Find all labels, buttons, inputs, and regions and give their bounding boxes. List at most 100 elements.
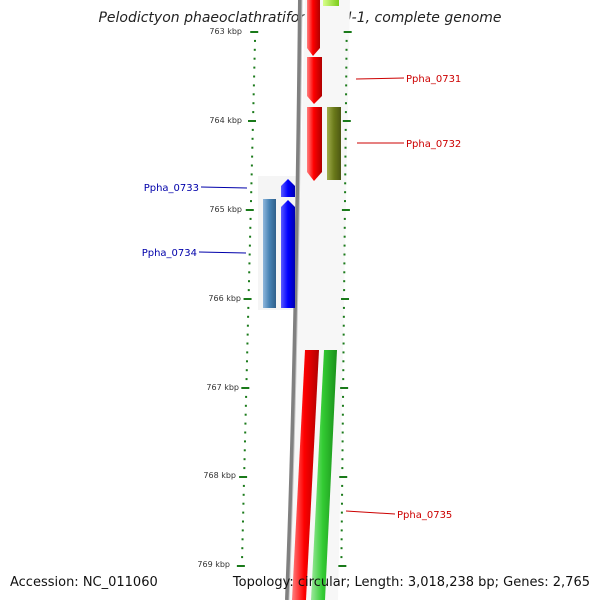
gene-feature-ppha-0734-blue[interactable]	[281, 200, 295, 308]
scale-tick	[342, 360, 345, 363]
scale-tick	[241, 538, 244, 541]
scale-tick	[342, 120, 351, 122]
scale-tick	[342, 369, 345, 372]
scale-tick	[243, 440, 246, 443]
scale-tick	[341, 413, 344, 416]
scale-tick	[344, 164, 347, 167]
scale-tick	[247, 306, 250, 309]
scale-tick	[244, 404, 247, 407]
gene-label-ppha-0731[interactable]: Ppha_0731	[406, 74, 461, 85]
scale-tick	[344, 137, 347, 140]
scale-tick	[340, 556, 343, 559]
scale-tick	[343, 217, 346, 220]
gene-label-ppha-0735[interactable]: Ppha_0735	[397, 510, 452, 521]
scale-tick	[251, 137, 254, 140]
scale-tick	[344, 173, 347, 176]
gene-label-ppha-0732[interactable]: Ppha_0732	[406, 139, 461, 150]
scale-labels: 763 kbp 764 kbp 765 kbp 766 kbp 767 kbp …	[197, 27, 242, 569]
scale-tick	[340, 387, 349, 389]
scale-tick	[342, 342, 345, 345]
scale-tick	[344, 128, 347, 131]
scale-tick	[340, 538, 343, 541]
scale-tick	[247, 315, 250, 318]
scale-tick	[250, 182, 253, 185]
gene-feature-ppha-0731b[interactable]	[307, 107, 322, 181]
scale-tick	[250, 31, 259, 33]
gene-label-ppha-0734[interactable]: Ppha_0734	[142, 248, 197, 259]
scale-tick	[344, 146, 347, 149]
scale-tick	[249, 200, 252, 203]
scale-tick	[247, 289, 250, 292]
scale-tick	[343, 226, 346, 229]
gene-feature-ppha-0734-steel[interactable]	[263, 199, 276, 308]
scale-tick	[342, 351, 345, 354]
scale-label: 769 kbp	[197, 560, 230, 569]
gene-feature-top-lime[interactable]	[323, 0, 339, 6]
scale-tick	[253, 57, 256, 60]
scale-tick	[248, 271, 251, 274]
gene-feature-ppha-0733[interactable]	[281, 179, 295, 197]
scale-tick	[252, 102, 255, 105]
scale-tick	[345, 75, 348, 78]
scale-tick	[236, 565, 245, 567]
backbone-track	[285, 0, 302, 600]
gene-feature-top-red[interactable]	[307, 0, 320, 56]
gene-feature-ppha-0731[interactable]	[307, 57, 322, 104]
scale-tick	[340, 547, 343, 550]
genome-summary: Topology: circular; Length: 3,018,238 bp…	[232, 575, 590, 590]
scale-tick	[345, 48, 348, 51]
scale-tick	[341, 440, 344, 443]
scale-tick	[246, 324, 249, 327]
scale-tick	[251, 128, 254, 131]
scale-tick	[341, 298, 350, 300]
scale-tick	[341, 404, 344, 407]
scale-tick	[251, 146, 254, 149]
scale-tick	[343, 289, 346, 292]
scale-tick	[244, 431, 247, 434]
scale-tick	[241, 529, 244, 532]
scale-tick	[249, 226, 252, 229]
gene-feature-ppha-0735-green[interactable]	[311, 350, 337, 600]
scale-tick	[247, 280, 250, 283]
scale-tick	[345, 57, 348, 60]
scale-tick	[340, 529, 343, 532]
scale-tick	[340, 520, 343, 523]
scale-tick	[242, 502, 245, 505]
scale-tick	[345, 39, 348, 42]
scale-tick	[251, 155, 254, 158]
scale-label: 763 kbp	[209, 27, 242, 36]
scale-tick	[345, 66, 348, 69]
scale-tick	[246, 333, 249, 336]
scale-tick	[343, 262, 346, 265]
scale-tick	[242, 511, 245, 514]
scale-tick	[345, 84, 348, 87]
label-leaders	[198, 77, 405, 515]
scale-tick	[342, 395, 345, 398]
scale-tick	[243, 298, 252, 300]
scale-tick	[245, 378, 248, 381]
scale-tick	[252, 84, 255, 87]
scale-tick	[341, 458, 344, 461]
scale-label: 765 kbp	[209, 205, 242, 214]
gene-label-ppha-0733[interactable]: Ppha_0733	[144, 183, 199, 194]
scale-tick	[342, 306, 345, 309]
scale-tick	[342, 324, 345, 327]
scale-tick	[252, 93, 255, 96]
scale-tick	[250, 173, 253, 176]
scale-tick	[248, 120, 256, 122]
scale-tick	[341, 431, 344, 434]
scale-tick	[338, 565, 347, 567]
gene-feature-ppha-0735-red[interactable]	[292, 350, 319, 600]
reverse-features	[263, 179, 295, 308]
scale-tick	[243, 467, 246, 470]
scale-tick	[341, 422, 344, 425]
scale-tick	[342, 378, 345, 381]
scale-tick	[341, 449, 344, 452]
scale-tick	[244, 413, 247, 416]
scale-tick	[339, 476, 348, 478]
gene-labels: Ppha_0731 Ppha_0732 Ppha_0733 Ppha_0734 …	[142, 74, 462, 521]
scale-tick	[341, 484, 344, 487]
scale-tick	[241, 387, 250, 389]
scale-tick	[249, 235, 252, 238]
gene-feature-ppha-0732[interactable]	[327, 107, 341, 180]
